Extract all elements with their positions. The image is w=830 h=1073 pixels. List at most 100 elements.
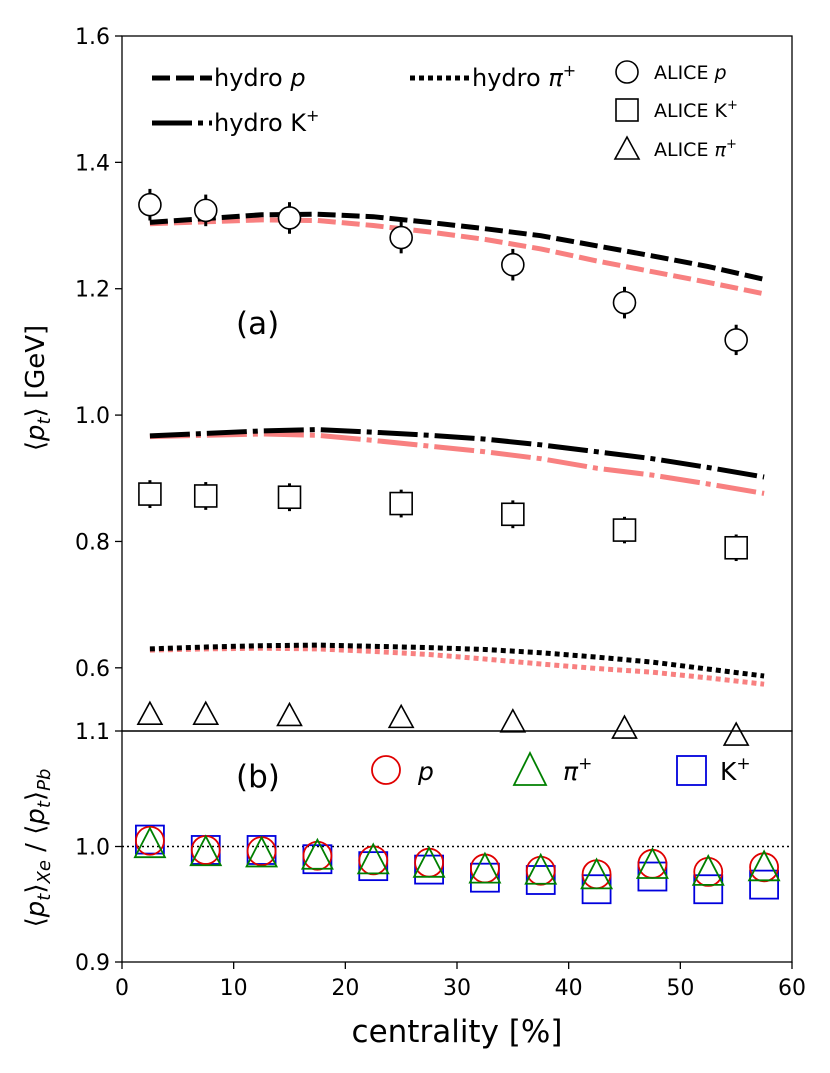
ylabel-a-sub: t (34, 417, 55, 425)
alice-triangle-marker (192, 700, 220, 726)
alice-circle-marker (193, 198, 218, 223)
ratio-circle-marker (358, 845, 389, 876)
ylabel-b-i: ⟩ (21, 791, 51, 801)
ratio-triangle-marker (635, 847, 669, 879)
legend-ratio-k-marker (676, 755, 707, 786)
alice-triangle-marker (611, 714, 638, 739)
legend-ratio-pi-text: π+ (563, 754, 592, 786)
legend-alice-pi-marker (613, 135, 641, 160)
legend-ratio-k-text: K+ (720, 754, 751, 786)
ylabel-b-d: ⟩ (21, 883, 51, 893)
ylabel-b-j: Pb (34, 769, 55, 791)
legend-hydro-k: hydro K+ (152, 106, 319, 137)
legend-ratio-p-text: p (417, 757, 434, 786)
ratio-circle-marker (135, 825, 165, 856)
xtick-label: 10 (220, 976, 248, 1001)
legend-alice-k-sup: + (727, 98, 738, 113)
legend-ratio-pi: π+ (512, 750, 592, 786)
alice-triangle-marker (387, 703, 415, 729)
legend-alice-pi-text: ALICE π+ (654, 137, 737, 161)
alice-circle-marker (501, 252, 525, 277)
x-axis-label: centrality [%] (352, 1014, 563, 1050)
ratio-triangle-marker (189, 834, 223, 867)
xtick-label: 60 (778, 976, 806, 1001)
ratio-triangle-marker (356, 842, 390, 875)
legend-alice-pi-sup: + (726, 137, 737, 152)
ylabel-b-a: ⟨ (21, 917, 51, 927)
alice-circle-marker (612, 290, 637, 315)
alice-triangle-marker (276, 701, 303, 727)
hydro-line-0 (149, 211, 765, 282)
panel-a-legend: hydro p hydro K+ hydro π+ ALICE p ALICE … (152, 60, 738, 161)
legend-alice-p-text: ALICE p (654, 62, 727, 84)
panel-b-label: (b) (236, 759, 280, 795)
ratio-circle-marker (693, 857, 724, 887)
alice-square-marker (193, 484, 218, 508)
ylabel-a-suffix: ⟩ [GeV] (21, 325, 51, 418)
ratio-triangle-marker (580, 857, 614, 890)
ratio-square-marker (470, 862, 500, 893)
ratio-circle-marker (749, 852, 779, 883)
ratio-circle-marker (190, 835, 221, 865)
legend-hydro-p-var: p (289, 64, 305, 92)
ratio-circle-marker (246, 836, 277, 867)
ylabel-b-c: t (34, 893, 55, 901)
ratio-square-marker (693, 874, 724, 905)
hydro-line-4 (149, 642, 765, 679)
legend-ratio-pi-sup: + (578, 754, 592, 774)
b-ytick-label: 0.9 (75, 951, 110, 976)
legend-ratio-pi-marker (512, 750, 548, 786)
legend-alice-k-marker (615, 98, 639, 122)
ratio-triangle-marker (300, 837, 334, 870)
ratio-circle-marker (414, 847, 444, 878)
ylabel-b-f: / ⟨ (21, 825, 51, 860)
alice-triangle-marker (499, 708, 527, 733)
ylabel-b-e: Xe (34, 860, 55, 884)
ratio-circle-marker (525, 855, 556, 886)
ratio-triangle-marker (133, 826, 167, 859)
xtick-label: 20 (331, 976, 359, 1001)
alice-circle-marker (277, 206, 302, 230)
legend-ratio-k: K+ (676, 754, 751, 786)
alice-square-marker (389, 491, 413, 516)
panel-b-ratio-markers (133, 824, 781, 905)
a-ytick-label: 1.6 (75, 25, 110, 50)
legend-alice-p-marker (615, 60, 639, 84)
ylabel-b-g: p (21, 808, 51, 826)
hydro-line-3 (149, 431, 765, 496)
legend-ratio-p: p (371, 755, 434, 786)
legend-hydro-p-text: hydro p (214, 64, 306, 92)
alice-square-marker (277, 485, 302, 510)
legend-alice-p-word: ALICE (654, 62, 715, 84)
legend-alice-pi-word: ALICE (654, 139, 715, 161)
hydro-line-2 (149, 427, 765, 480)
alice-square-marker (138, 482, 162, 506)
a-ytick-label: 1.4 (75, 151, 110, 176)
panel-b: 0.91.01.1 0 10 20 30 40 50 60 (b) ⟨pt⟩Xe / ⟨pt… (21, 720, 806, 1050)
panel-b-y-ticks: 0.9 1.0 1.1 (75, 720, 122, 976)
legend-alice-k-word: ALICE K (654, 100, 727, 122)
xtick-label: 50 (666, 976, 694, 1001)
legend-ratio-p-marker (371, 755, 401, 785)
ylabel-b-b: p (21, 901, 51, 919)
legend-hydro-pi: hydro π+ (410, 61, 576, 92)
a-ytick-label: 0.6 (75, 657, 110, 682)
x-axis-ticks: 0 10 20 30 40 50 60 (115, 962, 806, 1001)
panel-b-y-axis-label: ⟨pt⟩Xe / ⟨pt⟩Pb (21, 769, 55, 928)
legend-alice-p: ALICE p (615, 60, 727, 84)
alice-circle-marker (138, 192, 162, 217)
legend-alice-pi: ALICE π+ (613, 135, 737, 161)
xtick-label: 40 (555, 976, 583, 1001)
legend-ratio-pi-var: π (563, 757, 579, 786)
legend-ratio-k-sup: + (736, 754, 750, 774)
ratio-triangle-marker (747, 849, 781, 882)
ratio-circle-marker (470, 853, 500, 884)
legend-alice-k: ALICE K+ (615, 98, 738, 122)
panel-b-legend: p π+ K+ (371, 750, 751, 786)
xtick-label: 0 (115, 976, 129, 1001)
panel-a-hydro-lines (149, 211, 765, 687)
legend-ratio-k-word: K (720, 757, 737, 786)
ratio-circle-marker (581, 859, 612, 890)
legend-hydro-k-word: hydro K (214, 109, 307, 137)
legend-hydro-p-word: hydro (214, 64, 290, 92)
